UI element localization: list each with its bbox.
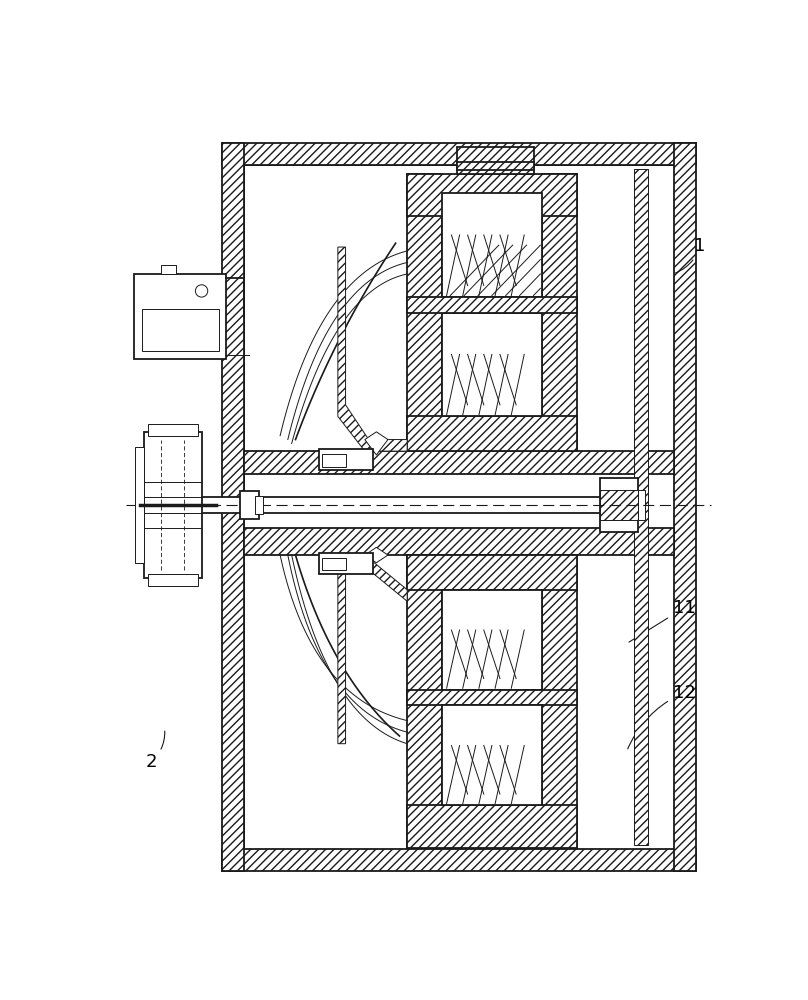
Bar [442,590,542,690]
Bar [542,555,577,848]
Bar [141,309,218,351]
Bar [442,705,542,805]
Bar [457,147,534,174]
Bar [600,490,638,520]
Polygon shape [338,247,407,451]
Bar [407,805,577,848]
Bar [244,528,675,555]
Bar [148,574,198,586]
Bar [407,555,577,590]
Bar [134,274,226,359]
Text: 1: 1 [675,237,705,273]
Bar [675,143,696,871]
Bar [600,478,638,532]
Bar [407,416,577,451]
Bar [442,193,542,297]
Bar [322,558,346,570]
Bar [196,497,634,513]
Bar [144,432,201,578]
Polygon shape [365,432,388,455]
Bar [240,491,259,519]
Bar [457,162,534,170]
Polygon shape [365,547,388,563]
Bar [148,424,198,436]
Bar [407,174,577,216]
Bar [542,174,577,451]
Bar [407,690,577,705]
Bar [634,169,648,845]
Bar [442,312,542,416]
Bar [407,174,442,451]
Bar [318,449,372,470]
Polygon shape [338,555,407,744]
Bar [407,555,442,848]
Bar [322,454,346,466]
Bar [222,849,696,871]
Bar [244,451,675,474]
Bar [244,165,675,849]
Bar [135,447,144,563]
Bar [255,496,263,514]
Bar [407,297,577,312]
Circle shape [196,285,208,297]
Bar [222,143,244,871]
Bar [318,553,372,574]
Text: 11: 11 [629,599,696,642]
Bar [222,143,696,165]
Bar [627,490,638,520]
Bar [638,490,645,520]
Text: 12: 12 [628,684,696,749]
Bar [161,265,176,274]
Text: 2: 2 [145,731,165,771]
